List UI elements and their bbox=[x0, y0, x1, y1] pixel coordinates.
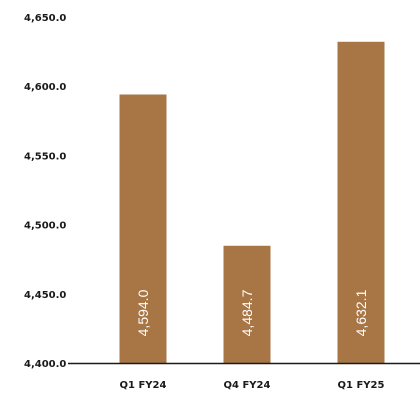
data-label: 4,484.7 bbox=[239, 289, 255, 336]
bar bbox=[223, 245, 271, 363]
category-labels: Q1 FY24 Q4 FY24 Q1 FY25 bbox=[120, 380, 385, 391]
bars bbox=[119, 41, 385, 364]
data-label: 4,632.1 bbox=[353, 289, 369, 336]
bar bbox=[119, 94, 167, 363]
data-labels: 4,594.0 4,484.7 4,632.1 bbox=[135, 289, 369, 336]
y-tick-label: 4,550.0 bbox=[24, 151, 66, 162]
y-tick-label: 4,500.0 bbox=[24, 221, 66, 232]
category-label: Q4 FY24 bbox=[224, 380, 271, 391]
category-label: Q1 FY24 bbox=[120, 380, 167, 391]
category-label: Q1 FY25 bbox=[338, 380, 385, 391]
y-tick-label: 4,450.0 bbox=[24, 290, 66, 301]
data-label: 4,594.0 bbox=[135, 289, 151, 336]
y-tick-label: 4,400.0 bbox=[24, 359, 66, 370]
y-tick-label: 4,650.0 bbox=[24, 13, 66, 24]
bar bbox=[337, 41, 385, 364]
y-tick-label: 4,600.0 bbox=[24, 82, 66, 93]
y-axis-ticks: 4,400.0 4,450.0 4,500.0 4,550.0 4,600.0 4,650… bbox=[24, 13, 66, 370]
